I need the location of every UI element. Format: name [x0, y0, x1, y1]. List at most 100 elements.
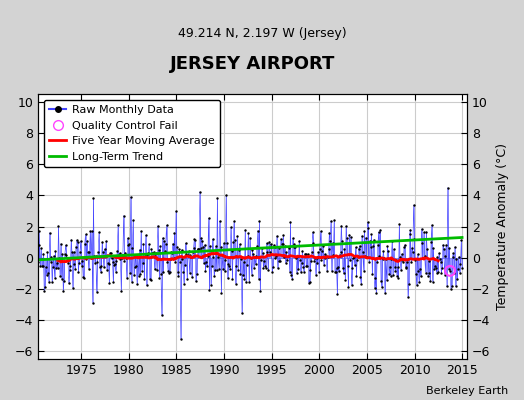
Point: [122, 255, 130, 262]
Point: [92, 289, 101, 295]
Point: [431, 263, 439, 269]
Point: [225, 263, 234, 269]
Point: [165, 270, 173, 276]
Point: [335, 252, 344, 258]
Point: [414, 268, 422, 274]
Point: [86, 228, 94, 234]
Point: [245, 279, 253, 286]
Point: [304, 250, 312, 257]
Point: [392, 256, 400, 263]
Point: [246, 235, 254, 241]
Point: [143, 251, 151, 258]
Point: [318, 248, 326, 254]
Point: [52, 265, 60, 271]
Point: [307, 258, 315, 265]
Point: [268, 269, 276, 275]
Point: [78, 263, 86, 269]
Point: [423, 245, 431, 252]
Point: [226, 266, 234, 272]
Point: [411, 257, 419, 263]
Point: [330, 217, 339, 223]
Point: [319, 243, 327, 249]
Point: [445, 245, 454, 251]
Point: [138, 268, 146, 274]
Point: [51, 248, 60, 254]
Text: Berkeley Earth: Berkeley Earth: [426, 386, 508, 396]
Point: [227, 224, 235, 231]
Point: [260, 258, 268, 264]
Point: [257, 257, 265, 264]
Point: [58, 251, 67, 257]
Point: [85, 248, 94, 255]
Point: [100, 264, 108, 270]
Point: [440, 246, 448, 252]
Point: [127, 279, 136, 285]
Point: [56, 273, 64, 279]
Point: [179, 269, 188, 276]
Point: [336, 249, 345, 255]
Point: [209, 236, 217, 242]
Point: [126, 270, 134, 276]
Point: [196, 245, 205, 251]
Point: [164, 268, 172, 274]
Point: [261, 263, 269, 270]
Point: [53, 260, 61, 266]
Point: [286, 219, 294, 225]
Point: [316, 228, 325, 235]
Point: [46, 230, 54, 236]
Point: [117, 288, 125, 294]
Point: [443, 283, 451, 290]
Point: [46, 258, 54, 265]
Point: [278, 240, 286, 247]
Point: [432, 269, 441, 276]
Point: [35, 241, 43, 248]
Point: [97, 263, 105, 270]
Point: [212, 243, 220, 249]
Point: [424, 258, 433, 264]
Point: [120, 258, 128, 264]
Point: [383, 243, 391, 250]
Point: [146, 276, 154, 282]
Point: [192, 271, 201, 277]
Point: [403, 259, 411, 266]
Y-axis label: Temperature Anomaly (°C): Temperature Anomaly (°C): [496, 143, 509, 310]
Point: [417, 226, 425, 232]
Point: [437, 270, 445, 276]
Point: [250, 265, 258, 271]
Point: [112, 257, 121, 264]
Point: [421, 253, 429, 260]
Point: [50, 274, 59, 281]
Point: [95, 264, 104, 270]
Point: [162, 222, 171, 228]
Point: [419, 255, 427, 261]
Point: [166, 268, 174, 275]
Point: [33, 258, 41, 265]
Point: [302, 263, 311, 270]
Point: [449, 254, 457, 260]
Point: [295, 238, 303, 244]
Point: [102, 238, 111, 244]
Point: [392, 272, 401, 279]
Point: [218, 251, 226, 258]
Point: [232, 281, 240, 287]
Point: [373, 259, 381, 266]
Point: [39, 250, 48, 257]
Point: [205, 286, 214, 293]
Point: [181, 262, 189, 269]
Point: [190, 236, 199, 242]
Point: [81, 231, 90, 238]
Point: [76, 249, 84, 255]
Point: [42, 272, 51, 278]
Point: [412, 271, 420, 277]
Point: [88, 228, 96, 234]
Point: [201, 242, 209, 248]
Point: [173, 269, 182, 276]
Point: [386, 263, 394, 270]
Point: [238, 310, 246, 316]
Point: [457, 237, 465, 244]
Point: [407, 259, 416, 265]
Point: [369, 236, 378, 243]
Point: [394, 275, 402, 282]
Point: [90, 253, 99, 260]
Point: [118, 255, 126, 262]
